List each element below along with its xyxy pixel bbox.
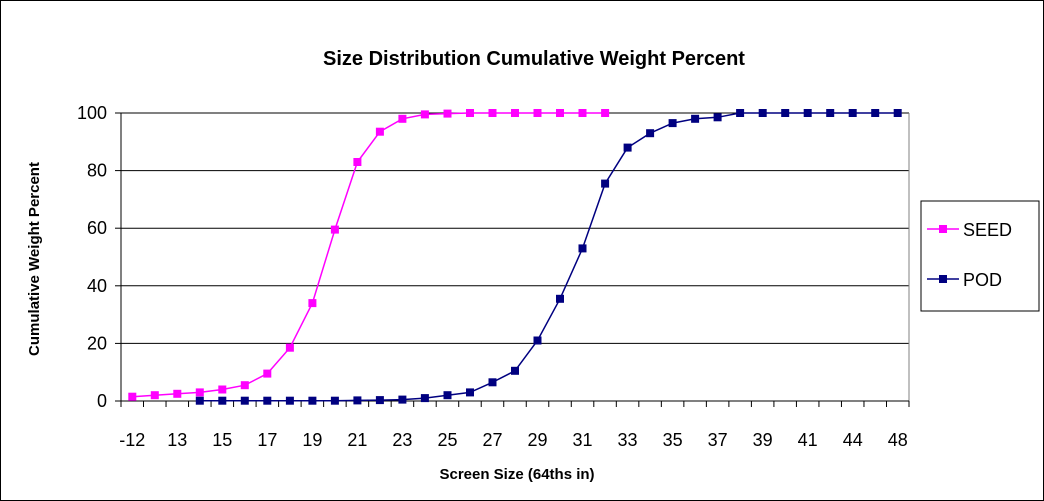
data-point-pod — [263, 396, 272, 405]
x-tick-label: 41 — [798, 430, 818, 450]
x-tick-label: 27 — [482, 430, 502, 450]
plot-area: 0 20 40 60 80 100 -12 13 15 17 19 21 23 25 27 29 31 33 35 3… — [77, 103, 910, 450]
chart-title: Size Distribution Cumulative Weight Perc… — [323, 48, 745, 70]
data-point-seed — [308, 299, 317, 308]
y-tick-label: 60 — [87, 218, 107, 238]
data-point-pod — [330, 396, 339, 405]
x-tick-label: 44 — [843, 430, 863, 450]
data-point-pod — [871, 109, 880, 117]
data-point-pod — [758, 109, 767, 117]
data-point-pod — [195, 396, 204, 405]
legend-box — [920, 200, 1040, 312]
data-point-seed — [285, 343, 294, 352]
data-point-pod — [488, 378, 497, 387]
data-point-seed — [443, 109, 452, 118]
legend-marker-pod — [939, 275, 947, 283]
data-point-pod — [420, 394, 429, 403]
data-point-seed — [533, 109, 542, 117]
x-tick-label: 25 — [437, 430, 457, 450]
legend-label-pod: POD — [963, 270, 1002, 290]
data-point-pod — [375, 396, 384, 405]
data-point-pod — [893, 109, 902, 117]
x-tick-label: 33 — [618, 430, 638, 450]
x-tick-label: 13 — [167, 430, 187, 450]
x-tick-label: 23 — [392, 430, 412, 450]
y-tick-label: 40 — [87, 276, 107, 296]
data-point-seed — [240, 381, 249, 390]
data-point-pod — [781, 109, 790, 117]
data-point-pod — [556, 294, 564, 303]
data-point-pod — [691, 114, 700, 123]
data-point-seed — [466, 109, 474, 117]
data-point-seed — [511, 109, 519, 117]
x-tick-label: 48 — [888, 430, 908, 450]
legend: SEED POD — [920, 200, 1040, 312]
data-point-seed — [375, 127, 384, 136]
data-point-seed — [601, 109, 610, 117]
data-point-pod — [668, 119, 677, 128]
data-point-pod — [623, 143, 632, 152]
data-point-seed — [330, 225, 339, 234]
y-tick-label: 20 — [87, 333, 107, 353]
y-tick-label: 80 — [87, 161, 107, 181]
x-tick-label: 29 — [527, 430, 547, 450]
data-point-seed — [420, 110, 429, 119]
data-point-pod — [601, 179, 610, 188]
series-line-seed — [132, 112, 606, 398]
data-point-seed — [263, 369, 272, 378]
data-point-pod — [736, 109, 745, 117]
x-tick-label: 19 — [302, 430, 322, 450]
x-tick-label: 31 — [573, 430, 593, 450]
data-point-seed — [578, 109, 587, 117]
y-tick-label: 100 — [77, 103, 107, 123]
data-point-pod — [646, 129, 655, 138]
x-tick-label: 17 — [257, 430, 277, 450]
legend-marker-seed — [939, 225, 947, 233]
data-point-pod — [533, 336, 542, 345]
data-point-seed — [353, 158, 362, 166]
x-tick-label: -12 — [119, 430, 145, 450]
y-axis-label: Cumulative Weight Percent — [26, 162, 43, 356]
y-tick-label: 0 — [97, 391, 107, 411]
x-tick-label: 37 — [708, 430, 728, 450]
data-point-seed — [150, 391, 159, 400]
data-point-pod — [218, 396, 227, 405]
data-point-seed — [398, 114, 407, 123]
x-tick-label: 35 — [663, 430, 683, 450]
data-point-pod — [803, 109, 812, 117]
data-point-seed — [218, 385, 227, 394]
data-point-pod — [578, 244, 587, 253]
data-point-pod — [285, 396, 294, 405]
data-point-pod — [398, 395, 407, 404]
data-point-pod — [308, 396, 317, 405]
x-axis-label: Screen Size (64ths in) — [439, 466, 594, 483]
data-point-seed — [195, 388, 204, 397]
data-point-pod — [826, 109, 835, 117]
data-point-seed — [488, 109, 497, 117]
data-point-pod — [511, 366, 519, 375]
series-line-pod — [199, 112, 898, 402]
data-point-pod — [466, 388, 474, 397]
data-point-seed — [128, 392, 137, 401]
data-point-pod — [240, 396, 249, 405]
data-point-pod — [713, 113, 722, 122]
legend-label-seed: SEED — [963, 220, 1012, 240]
data-point-pod — [848, 109, 857, 117]
data-point-pod — [353, 396, 362, 405]
data-point-seed — [173, 389, 182, 398]
data-point-seed — [556, 109, 564, 117]
x-tick-label: 15 — [212, 430, 232, 450]
data-point-pod — [443, 391, 452, 400]
x-tick-label: 21 — [347, 430, 367, 450]
x-tick-label: 39 — [753, 430, 773, 450]
